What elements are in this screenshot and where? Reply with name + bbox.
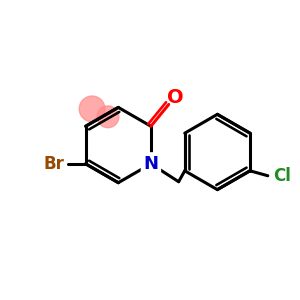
Text: Cl: Cl (273, 167, 291, 185)
Circle shape (97, 106, 119, 128)
Text: N: N (143, 155, 158, 173)
Text: O: O (167, 88, 184, 107)
Circle shape (79, 96, 105, 122)
Text: Br: Br (44, 155, 64, 173)
